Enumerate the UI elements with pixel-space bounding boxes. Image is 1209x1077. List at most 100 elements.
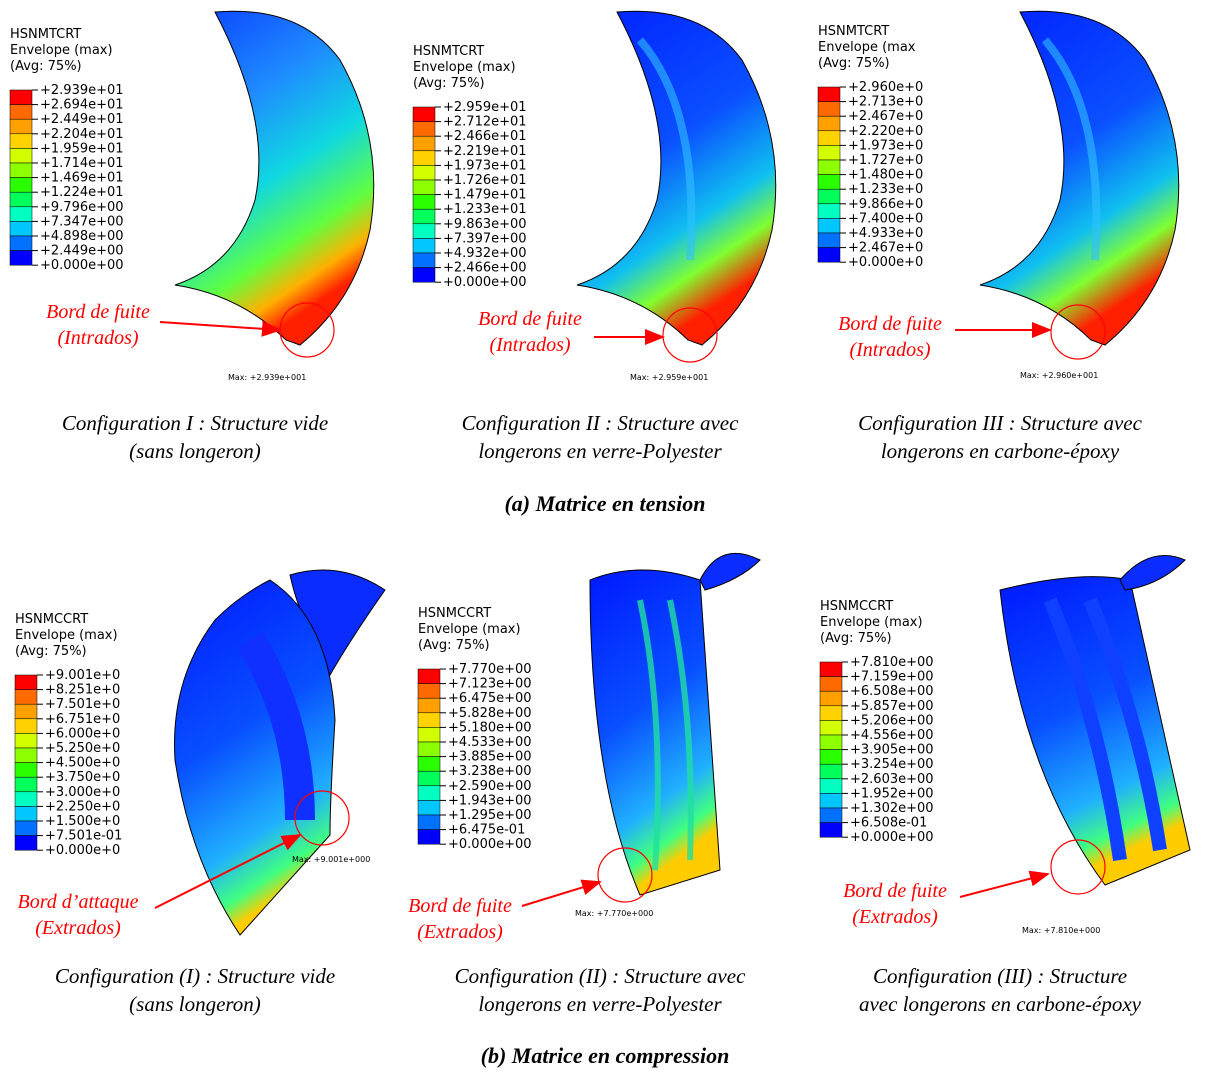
legend-label: +1.943e+00 bbox=[448, 793, 532, 808]
legend-label: +5.206e+00 bbox=[850, 713, 934, 728]
contour-band bbox=[14, 747, 38, 763]
legend-label: +2.250e+0 bbox=[45, 799, 120, 814]
legend-title: (Avg: 75%) bbox=[818, 56, 890, 71]
panel-caption: Configuration III : Structure avec bbox=[858, 411, 1143, 435]
legend-label: +2.204e+01 bbox=[40, 127, 124, 142]
legend-label: +9.001e+0 bbox=[45, 668, 120, 683]
legend-label: +2.220e+0 bbox=[848, 124, 923, 139]
legend-title: Envelope (max) bbox=[10, 43, 113, 58]
legend-label: +2.959e+01 bbox=[443, 100, 527, 115]
legend-label: +6.475e-01 bbox=[448, 823, 525, 838]
contour-band bbox=[14, 820, 38, 836]
annotation: Bord de fuite bbox=[843, 880, 947, 902]
highlight-circle bbox=[294, 790, 350, 846]
legend-label: +1.959e+01 bbox=[40, 141, 124, 156]
contour-band bbox=[817, 159, 841, 175]
contour-band bbox=[412, 121, 436, 137]
legend-label: +6.751e+0 bbox=[45, 712, 120, 727]
legend-title: Envelope (max) bbox=[418, 622, 521, 637]
legend-label: +2.219e+01 bbox=[443, 144, 527, 159]
legend-title: (Avg: 75%) bbox=[820, 631, 892, 646]
annotation: Bord de fuite bbox=[478, 308, 582, 330]
highlight-circle bbox=[279, 302, 335, 358]
panel-caption: Configuration (III) : Structure bbox=[873, 964, 1127, 988]
legend-title: (Avg: 75%) bbox=[10, 59, 82, 74]
legend-label: +1.295e+00 bbox=[448, 808, 532, 823]
legend-label: +9.796e+00 bbox=[40, 200, 124, 215]
legend-label: +1.726e+01 bbox=[443, 173, 527, 188]
legend-label: +4.533e+00 bbox=[448, 735, 532, 750]
max-label: Max: +2.960e+001 bbox=[1020, 371, 1098, 380]
contour-band bbox=[9, 250, 33, 266]
contour-band bbox=[819, 690, 843, 707]
annotation: Bord d’attaque bbox=[18, 891, 139, 913]
contour-band bbox=[819, 734, 843, 750]
legend-title: HSNMCCRT bbox=[15, 612, 88, 627]
contour-band bbox=[14, 674, 38, 690]
contour-band bbox=[412, 135, 436, 152]
legend-label: +0.000e+00 bbox=[443, 275, 527, 290]
legend-label: +0.000e+00 bbox=[40, 258, 124, 273]
legend-title: HSNMCCRT bbox=[418, 606, 491, 621]
legend-label: +3.885e+00 bbox=[448, 750, 532, 765]
legend-label: +4.932e+00 bbox=[443, 246, 527, 261]
contour-band bbox=[14, 718, 38, 734]
annotation: (Intrados) bbox=[489, 334, 570, 356]
legend-label: +3.000e+0 bbox=[45, 785, 120, 800]
legend-title: (Avg: 75%) bbox=[418, 638, 490, 653]
contour-band bbox=[417, 756, 441, 772]
contour-band bbox=[412, 252, 436, 268]
legend-label: +1.727e+0 bbox=[848, 153, 923, 168]
contour-band bbox=[412, 208, 436, 225]
panel-caption: avec longerons en carbone-époxy bbox=[859, 992, 1142, 1016]
legend-label: +7.810e+00 bbox=[850, 655, 934, 670]
arrow bbox=[159, 320, 282, 337]
contour-band bbox=[9, 104, 33, 120]
legend-label: +8.251e+0 bbox=[45, 683, 120, 698]
max-label: Max: +2.939e+001 bbox=[228, 373, 306, 382]
contour-band bbox=[412, 223, 436, 239]
panel-caption: longerons en verre-Polyester bbox=[478, 439, 722, 463]
contour-band bbox=[14, 733, 38, 749]
panel-caption: Configuration I : Structure vide bbox=[62, 411, 328, 435]
legend-label: +2.603e+00 bbox=[850, 772, 934, 787]
contour-band bbox=[819, 676, 843, 692]
section-caption: (a) Matrice en tension bbox=[504, 491, 705, 516]
annotation: (Intrados) bbox=[57, 327, 138, 349]
legend-label: +2.466e+01 bbox=[443, 129, 527, 144]
legend-label: +0.000e+0 bbox=[45, 843, 120, 858]
legend-label: +2.939e+01 bbox=[40, 83, 124, 98]
legend-title: (Avg: 75%) bbox=[15, 644, 87, 659]
legend-label: +6.475e+00 bbox=[448, 691, 532, 706]
legend-label: +1.469e+01 bbox=[40, 171, 124, 186]
contour-band bbox=[817, 203, 841, 219]
legend-label: +2.713e+0 bbox=[848, 95, 923, 110]
legend-label: +6.508e-01 bbox=[850, 816, 927, 831]
legend-label: +2.960e+0 bbox=[848, 80, 923, 95]
contour-band bbox=[817, 130, 841, 146]
contour-band bbox=[817, 174, 841, 190]
legend-label: +1.480e+0 bbox=[848, 168, 923, 183]
panel-caption: Configuration (II) : Structure avec bbox=[455, 964, 747, 988]
legend-title: HSNMTCRT bbox=[10, 27, 81, 42]
legend-title: Envelope (max bbox=[818, 40, 916, 55]
contour-band bbox=[817, 218, 841, 234]
legend-label: +1.224e+01 bbox=[40, 185, 124, 200]
annotation: (Extrados) bbox=[852, 906, 938, 928]
panel-caption: (sans longeron) bbox=[129, 992, 261, 1016]
legend-label: +3.238e+00 bbox=[448, 764, 532, 779]
legend-label: +0.000e+0 bbox=[848, 255, 923, 270]
contour-band bbox=[817, 232, 841, 248]
contour-band bbox=[412, 165, 436, 181]
legend-title: Envelope (max) bbox=[820, 615, 923, 630]
legend-label: +7.123e+00 bbox=[448, 677, 532, 692]
legend-label: +2.467e+0 bbox=[848, 109, 923, 124]
legend-label: +4.556e+00 bbox=[850, 728, 934, 743]
legend-label: +3.254e+00 bbox=[850, 757, 934, 772]
contour-band bbox=[9, 221, 33, 237]
legend-label: +4.500e+0 bbox=[45, 756, 120, 771]
legend-label: +6.508e+00 bbox=[850, 684, 934, 699]
section-caption: (b) Matrice en compression bbox=[481, 1043, 730, 1068]
legend-label: +1.479e+01 bbox=[443, 188, 527, 203]
contour-band bbox=[417, 785, 441, 801]
